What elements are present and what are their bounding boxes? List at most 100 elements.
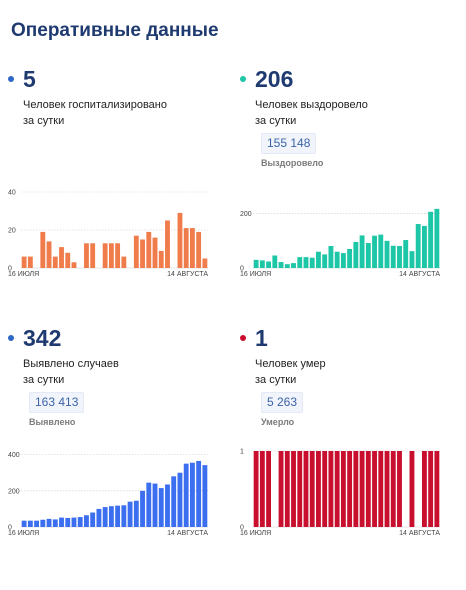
detected-chart: 0 200 400 16 ИЮЛЯ 14 АВГУСТА: [8, 452, 208, 537]
died-bar: [365, 451, 371, 527]
detected-bar: [177, 472, 183, 527]
hospitalized-desc-line1: Человек госпитализировано: [23, 99, 167, 111]
detected-value: 342: [23, 325, 62, 351]
recovered-xlabel-end: 14 АВГУСТА: [399, 271, 440, 278]
died-bar: [297, 451, 303, 527]
recovered-chart: 0 200 16 ИЮЛЯ 14 АВГУСТА: [240, 208, 440, 278]
detected-bar: [102, 507, 108, 527]
detected-bar: [115, 505, 121, 527]
hospitalized-bar: [202, 258, 208, 268]
recovered-bar: [259, 260, 265, 268]
detected-bar: [158, 488, 164, 527]
recovered-bar: [303, 257, 309, 268]
hospitalized-bar: [177, 212, 183, 268]
hospitalized-bar: [121, 256, 127, 268]
hospitalized-dot: [8, 76, 14, 82]
died-bar: [322, 451, 328, 527]
died-bar: [434, 451, 440, 527]
detected-bar: [133, 500, 139, 527]
died-bar: [309, 451, 315, 527]
hospitalized-xlabel-start: 16 ИЮЛЯ: [8, 271, 39, 278]
recovered-ytick-label: 0: [240, 266, 244, 273]
hospitalized-bar: [158, 250, 164, 268]
hospitalized-bar: [46, 241, 52, 268]
hospitalized-ytick-label: 40: [8, 190, 16, 197]
died-bar: [372, 451, 377, 527]
recovered-bar: [278, 262, 284, 268]
recovered-value: 206: [255, 66, 294, 92]
detected-bar: [96, 508, 102, 527]
recovered-bar: [409, 251, 415, 268]
recovered-bar: [253, 259, 259, 268]
died-ytick-label: 0: [240, 525, 244, 532]
detected-bar: [108, 506, 114, 527]
died-value: 1: [255, 325, 268, 351]
detected-ytick-label: 400: [8, 452, 20, 459]
recovered-bar: [334, 251, 340, 268]
died-bar: [284, 451, 290, 527]
died-total: 5 263: [261, 392, 304, 413]
died-description: Человек умер за сутки: [255, 356, 445, 388]
died-dot: [240, 335, 246, 341]
recovered-bar: [284, 264, 290, 268]
recovered-description: Человек выздоровело за сутки: [255, 97, 445, 129]
detected-xlabel-end: 14 АВГУСТА: [167, 530, 208, 537]
recovered-bar: [397, 246, 402, 268]
recovered-bar: [340, 253, 346, 268]
detected-bar: [140, 490, 145, 527]
detected-bar: [52, 519, 58, 527]
recovered-desc-line2: за сутки: [255, 115, 297, 127]
detected-ytick-label: 0: [8, 525, 12, 532]
recovered-bar: [347, 249, 353, 268]
died-desc-line1: Человек умер: [255, 358, 326, 370]
recovered-bar: [384, 240, 390, 268]
recovered-bar: [266, 261, 272, 268]
died-bar: [397, 451, 402, 527]
died-bar: [390, 451, 396, 527]
recovered-bar: [365, 243, 371, 268]
detected-bar: [171, 476, 177, 527]
recovered-bar: [291, 263, 296, 268]
recovered-bar: [316, 251, 321, 268]
recovered-total-label: Выздоровело: [261, 158, 324, 168]
died-bar: [340, 451, 346, 527]
died-bar: [378, 451, 384, 527]
recovered-ytick-label: 200: [240, 211, 252, 218]
died-bar: [291, 451, 296, 527]
died-bar: [334, 451, 340, 527]
hospitalized-bar: [21, 256, 27, 268]
hospitalized-bar: [108, 243, 114, 268]
detected-bar: [121, 505, 127, 527]
hospitalized-bar: [152, 237, 158, 268]
recovered-bar: [390, 245, 396, 268]
hospitalized-bar: [59, 247, 64, 268]
detected-dot: [8, 335, 14, 341]
died-bar: [384, 451, 390, 527]
recovered-panel: 206 Человек выздоровело за сутки 155 148…: [240, 66, 460, 331]
died-bar: [259, 451, 265, 527]
detected-bar: [59, 517, 64, 527]
detected-bar: [152, 483, 158, 527]
recovered-bar: [421, 225, 427, 268]
hospitalized-bar: [183, 228, 189, 268]
hospitalized-bar: [65, 252, 71, 268]
detected-bar: [40, 519, 46, 527]
detected-xlabel-start: 16 ИЮЛЯ: [8, 530, 39, 537]
hospitalized-bar: [115, 243, 121, 268]
hospitalized-bar: [189, 228, 195, 268]
recovered-bar: [428, 211, 434, 268]
died-bar: [347, 451, 353, 527]
hospitalized-bar: [133, 235, 139, 268]
hospitalized-bar: [40, 231, 46, 268]
recovered-bar: [415, 224, 421, 268]
died-bar: [428, 451, 434, 527]
hospitalized-xlabel-end: 14 АВГУСТА: [167, 271, 208, 278]
recovered-bar: [272, 255, 278, 268]
hospitalized-description: Человек госпитализировано за сутки: [23, 97, 213, 129]
hospitalized-bar: [102, 243, 108, 268]
detected-bar: [189, 462, 195, 527]
detected-bar: [21, 520, 27, 527]
detected-bar: [46, 518, 52, 527]
hospitalized-bar: [90, 243, 96, 268]
recovered-bar: [297, 257, 303, 268]
